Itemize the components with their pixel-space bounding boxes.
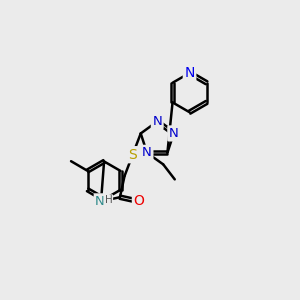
Text: O: O xyxy=(134,194,144,208)
Text: N: N xyxy=(152,115,162,128)
Text: S: S xyxy=(128,148,137,162)
Text: N: N xyxy=(184,66,195,80)
Text: H: H xyxy=(104,195,112,205)
Text: N: N xyxy=(142,146,152,159)
Text: N: N xyxy=(169,127,178,140)
Text: N: N xyxy=(95,195,105,208)
